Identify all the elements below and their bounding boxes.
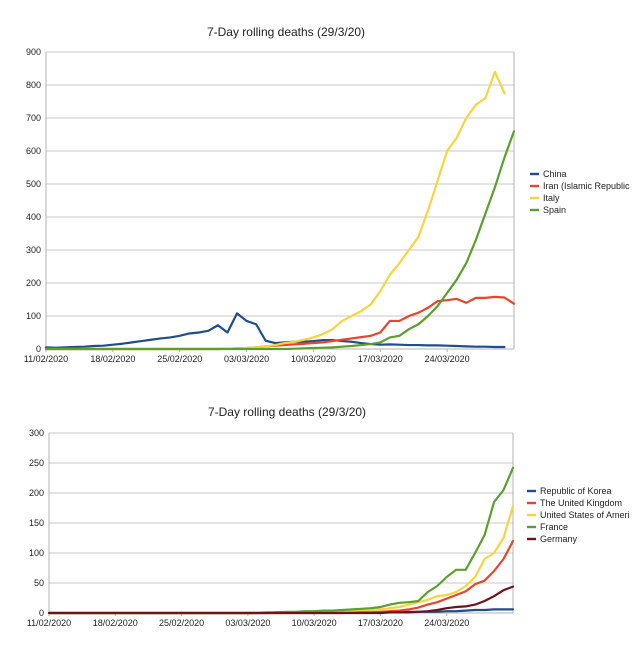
y-tick-label: 0 (39, 608, 44, 618)
x-tick-label: 25/02/2020 (159, 618, 204, 628)
x-tick-label: 03/03/2020 (225, 618, 270, 628)
series-line-france (47, 466, 515, 615)
x-tick-label: 11/02/2020 (27, 618, 71, 628)
y-tick-label: 200 (26, 278, 41, 288)
legend-label: Spain (543, 205, 566, 215)
x-tick-label: 11/02/2020 (24, 354, 68, 364)
legend-label: Italy (543, 193, 560, 203)
chart-1: 7-Day rolling deaths (29/3/20) 0 100 200 300… (24, 25, 630, 364)
y-tick-label: 200 (29, 488, 44, 498)
legend-label: China (543, 169, 567, 179)
series-line-china (44, 312, 506, 349)
x-tick-label: 10/03/2020 (292, 618, 337, 628)
legend-label: Germany (540, 534, 578, 544)
y-tick-label: 100 (26, 311, 41, 321)
y-tick-label: 300 (26, 245, 41, 255)
y-tick-label: 300 (29, 428, 44, 438)
chart-2: 7-Day rolling deaths (29/3/20) 0 50 100 150 2… (27, 405, 630, 628)
legend-label: Iran (Islamic Republic (543, 181, 630, 191)
series-line-the-united-kingdom (47, 539, 515, 615)
legend-label: United States of Ameri (540, 510, 630, 520)
series-line-iran-islamic-republic (44, 295, 516, 351)
y-tick-label: 0 (36, 344, 41, 354)
x-tick-label: 17/03/2020 (358, 618, 403, 628)
y-tick-label: 600 (26, 146, 41, 156)
y-tick-label: 500 (26, 179, 41, 189)
x-tick-label: 03/03/2020 (224, 354, 269, 364)
x-tick-label: 24/03/2020 (425, 354, 470, 364)
y-tick-label: 400 (26, 212, 41, 222)
y-tick-label: 100 (29, 548, 44, 558)
y-tick-label: 150 (29, 518, 44, 528)
y-tick-label: 50 (34, 578, 44, 588)
x-tick-label: 10/03/2020 (291, 354, 336, 364)
x-tick-label: 24/03/2020 (424, 618, 469, 628)
x-tick-label: 25/02/2020 (157, 354, 202, 364)
x-tick-label: 18/02/2020 (90, 354, 135, 364)
series-line-germany (47, 585, 515, 615)
legend-label: France (540, 522, 568, 532)
y-tick-label: 900 (26, 47, 41, 57)
chart-title: 7-Day rolling deaths (29/3/20) (207, 25, 365, 39)
legend-label: Republic of Korea (540, 486, 612, 496)
x-tick-label: 17/03/2020 (358, 354, 403, 364)
series-line-spain (44, 130, 516, 351)
series-line-united-states-of-ameri (47, 505, 515, 615)
y-tick-label: 800 (26, 80, 41, 90)
legend-label: The United Kingdom (540, 498, 622, 508)
y-tick-label: 700 (26, 113, 41, 123)
y-tick-label: 250 (29, 458, 44, 468)
chart-title: 7-Day rolling deaths (29/3/20) (208, 405, 366, 419)
x-tick-label: 18/02/2020 (93, 618, 138, 628)
